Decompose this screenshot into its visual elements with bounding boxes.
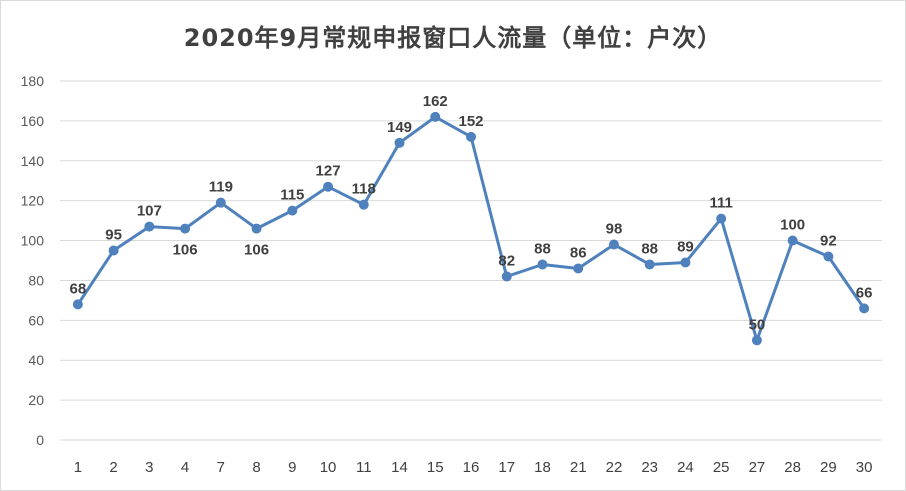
- data-label: 92: [820, 233, 837, 250]
- y-tick-label: 100: [21, 233, 45, 249]
- x-tick-label: 25: [713, 459, 730, 476]
- data-point: [180, 223, 191, 234]
- data-labels: 68 95 107 106 119 106 115 127 118 149 162 152 82 88 86…: [70, 93, 873, 333]
- data-label: 98: [606, 221, 623, 238]
- data-point: [859, 303, 870, 314]
- data-point: [501, 271, 512, 282]
- x-tick-label: 24: [677, 459, 694, 476]
- x-tick-label: 2: [109, 459, 117, 476]
- data-point: [751, 335, 762, 346]
- data-label: 95: [105, 227, 122, 244]
- x-tick-label: 8: [252, 459, 260, 476]
- data-label: 66: [856, 284, 873, 301]
- data-point: [323, 181, 334, 192]
- x-tick-label: 23: [641, 459, 658, 476]
- data-point: [144, 221, 155, 232]
- x-tick-label: 4: [181, 459, 189, 476]
- data-point: [787, 235, 798, 246]
- data-point: [287, 205, 298, 216]
- y-tick-label: 20: [28, 392, 44, 408]
- x-tick-label: 11: [356, 459, 372, 476]
- data-label: 111: [709, 195, 732, 212]
- data-point: [466, 131, 476, 142]
- x-tick-label: 15: [427, 459, 444, 476]
- data-point: [644, 259, 655, 270]
- y-tick-label: 180: [21, 73, 45, 89]
- data-point: [573, 263, 584, 274]
- gridlines: [60, 80, 882, 441]
- data-label: 82: [498, 252, 515, 269]
- y-tick-label: 160: [21, 113, 45, 129]
- x-tick-label: 17: [498, 459, 515, 476]
- data-point: [72, 299, 83, 310]
- data-label: 115: [280, 187, 304, 204]
- y-tick-label: 60: [28, 312, 44, 328]
- x-tick-label: 27: [749, 459, 766, 476]
- x-tick-label: 22: [606, 459, 623, 476]
- x-tick-label: 28: [784, 459, 801, 476]
- x-tick-label: 21: [570, 459, 587, 476]
- y-axis-ticks: 0 20 40 60 80 100 120 140 160 180: [21, 73, 45, 448]
- data-label: 68: [70, 280, 87, 297]
- data-point: [716, 213, 727, 224]
- data-point: [608, 239, 619, 250]
- series-layer: [72, 111, 870, 346]
- data-label: 149: [387, 119, 412, 136]
- data-point: [680, 257, 691, 268]
- data-label: 107: [137, 203, 162, 220]
- data-point: [394, 137, 405, 148]
- data-label: 89: [677, 238, 694, 255]
- data-label: 106: [173, 242, 198, 259]
- chart-title: 2020年9月常规申报窗口人流量（单位：户次）: [183, 24, 723, 52]
- x-tick-label: 18: [534, 459, 551, 476]
- data-label: 100: [780, 217, 805, 234]
- data-point: [537, 259, 548, 270]
- data-label: 106: [244, 242, 269, 259]
- data-point: [215, 197, 226, 208]
- y-tick-label: 140: [21, 153, 45, 169]
- data-label: 118: [352, 181, 376, 198]
- data-label: 86: [570, 244, 587, 261]
- y-tick-label: 80: [28, 272, 44, 288]
- data-point: [430, 111, 441, 122]
- x-axis-ticks: 1 2 3 4 7 8 9 10 11 14 15 16 17 18 21 22 23 24 25 27 28 29 30: [74, 459, 873, 476]
- data-point: [108, 245, 119, 256]
- x-tick-label: 16: [463, 459, 480, 476]
- x-tick-label: 14: [391, 459, 408, 476]
- data-label: 152: [458, 113, 483, 130]
- data-label: 88: [534, 240, 551, 257]
- data-label: 127: [316, 163, 341, 180]
- data-point: [823, 251, 834, 262]
- data-label: 119: [209, 179, 233, 196]
- y-tick-label: 120: [21, 193, 45, 209]
- x-tick-label: 30: [856, 459, 873, 476]
- data-point: [358, 199, 369, 210]
- series-line: [76, 115, 866, 342]
- x-tick-label: 10: [320, 459, 337, 476]
- x-tick-label: 9: [288, 459, 296, 476]
- y-tick-label: 40: [28, 352, 44, 368]
- data-point: [251, 223, 262, 234]
- x-tick-label: 29: [820, 459, 837, 476]
- data-label: 88: [641, 240, 658, 257]
- data-label: 50: [749, 316, 766, 333]
- data-label: 162: [423, 93, 448, 110]
- x-tick-label: 7: [217, 459, 225, 476]
- x-tick-label: 3: [145, 459, 153, 476]
- x-tick-label: 1: [74, 459, 82, 476]
- y-tick-label: 0: [36, 432, 44, 448]
